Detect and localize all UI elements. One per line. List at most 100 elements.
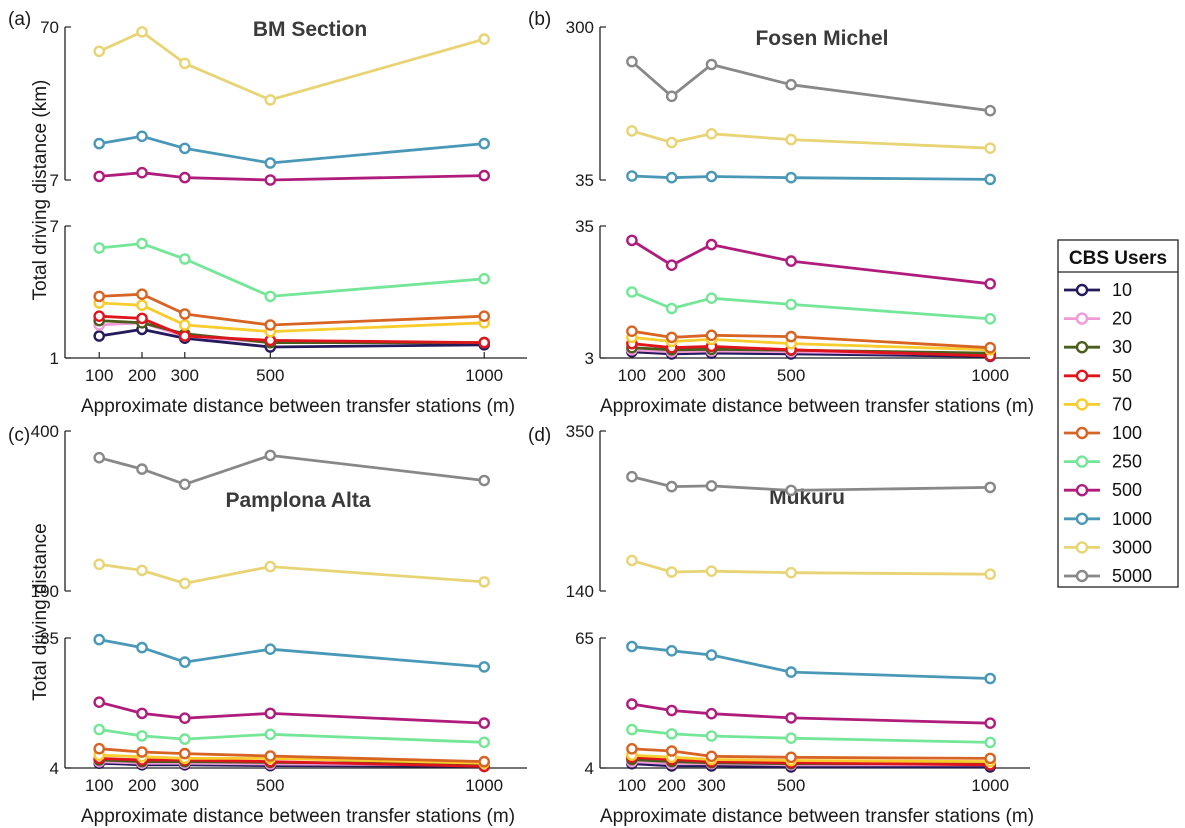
series-1000 [626, 640, 997, 685]
legend-item: 70 [1064, 394, 1132, 414]
data-point [705, 730, 718, 742]
data-point [478, 717, 491, 729]
panel-2: 300 35 35 3 100 200 300 500 1000 Approximate dist… [528, 9, 1034, 417]
series-100 [93, 742, 491, 768]
x-tick-label: 300 [697, 776, 725, 795]
x-axis-label: Approximate distance between transfer st… [600, 396, 1034, 417]
data-point [478, 736, 491, 749]
data-point [93, 290, 105, 303]
data-point [264, 643, 277, 656]
y-axis-label-bottom: Total driving distance [30, 523, 51, 700]
data-point [264, 728, 277, 741]
x-tick-label: 100 [85, 366, 113, 385]
data-point [626, 554, 638, 567]
panel-label: (c) [8, 425, 30, 446]
data-point [478, 474, 491, 487]
legend-title: CBS Users [1069, 248, 1167, 269]
legend-swatch-marker [1075, 398, 1089, 411]
data-point [178, 577, 191, 590]
data-point [626, 170, 638, 182]
data-point [626, 743, 638, 755]
data-point [984, 142, 997, 154]
x-tick-label: 100 [85, 776, 113, 795]
data-point [264, 174, 277, 186]
data-point [705, 649, 718, 661]
data-point [264, 94, 277, 106]
legend-swatch-marker [1075, 455, 1089, 468]
data-point [264, 560, 277, 573]
legend-label: 50 [1112, 366, 1132, 386]
data-point [264, 157, 277, 169]
x-tick-label: 500 [777, 776, 805, 795]
data-point [626, 723, 638, 736]
data-point [136, 641, 148, 654]
series-3000 [626, 125, 997, 154]
data-point [626, 698, 638, 710]
legend-item: 500 [1064, 480, 1142, 500]
legend-label: 100 [1112, 423, 1142, 443]
data-point [705, 707, 718, 720]
data-point [984, 277, 997, 290]
series-250 [93, 237, 491, 303]
series-100 [626, 325, 997, 354]
x-tick-label: 500 [777, 366, 805, 385]
y-tick-label: 190 [31, 582, 59, 601]
data-point [665, 566, 678, 578]
series-1000 [626, 170, 997, 186]
x-tick-label: 100 [618, 776, 646, 795]
y-tick-label: 85 [40, 629, 59, 648]
series-5000 [93, 449, 491, 491]
legend-swatch-marker [1075, 569, 1089, 583]
data-point [705, 480, 718, 492]
data-point [136, 237, 148, 250]
series-250 [626, 286, 997, 325]
y-tick-label: 300 [566, 18, 594, 37]
y-tick-label: 3 [585, 349, 594, 368]
series-3000 [93, 26, 491, 106]
series-line [98, 30, 485, 102]
data-point [478, 755, 491, 768]
legend-item: 30 [1064, 337, 1132, 357]
x-axis-label: Approximate distance between transfer st… [600, 806, 1034, 827]
data-point [665, 302, 678, 315]
series-line [631, 290, 991, 321]
series-500 [93, 696, 491, 729]
data-point [136, 730, 148, 742]
x-tick-label: 1000 [465, 776, 503, 795]
series-line [631, 645, 991, 680]
data-point [705, 170, 718, 183]
data-point [93, 451, 105, 464]
data-point [665, 171, 678, 184]
data-point [785, 78, 797, 91]
legend-item: 20 [1064, 309, 1132, 329]
series-line [631, 129, 991, 150]
legend-swatch-marker [1075, 341, 1089, 354]
data-point [705, 292, 718, 305]
legend-swatch-marker [1075, 283, 1089, 297]
legend-label: 3000 [1112, 537, 1152, 557]
y-tick-label: 400 [31, 422, 59, 441]
data-point [93, 633, 105, 646]
data-point [785, 751, 797, 764]
data-point [785, 133, 797, 146]
data-point [93, 742, 105, 755]
series-250 [626, 723, 997, 749]
x-axis-label: Approximate distance between transfer st… [81, 396, 515, 417]
series-100 [93, 288, 491, 331]
data-point [626, 234, 638, 247]
series-line [631, 559, 991, 576]
legend-label: 30 [1112, 337, 1132, 357]
series-500 [626, 234, 997, 290]
panel-label: (d) [528, 425, 551, 446]
series-line [631, 728, 991, 744]
series-10 [93, 323, 491, 353]
panel-title: Pamplona Alta [225, 489, 370, 512]
x-tick-label: 200 [128, 366, 156, 385]
data-point [478, 310, 491, 323]
data-point [785, 298, 797, 311]
y-tick-label: 7 [50, 217, 59, 236]
series-line [99, 171, 485, 182]
data-point [665, 259, 678, 272]
legend-item: 5000 [1064, 566, 1152, 586]
